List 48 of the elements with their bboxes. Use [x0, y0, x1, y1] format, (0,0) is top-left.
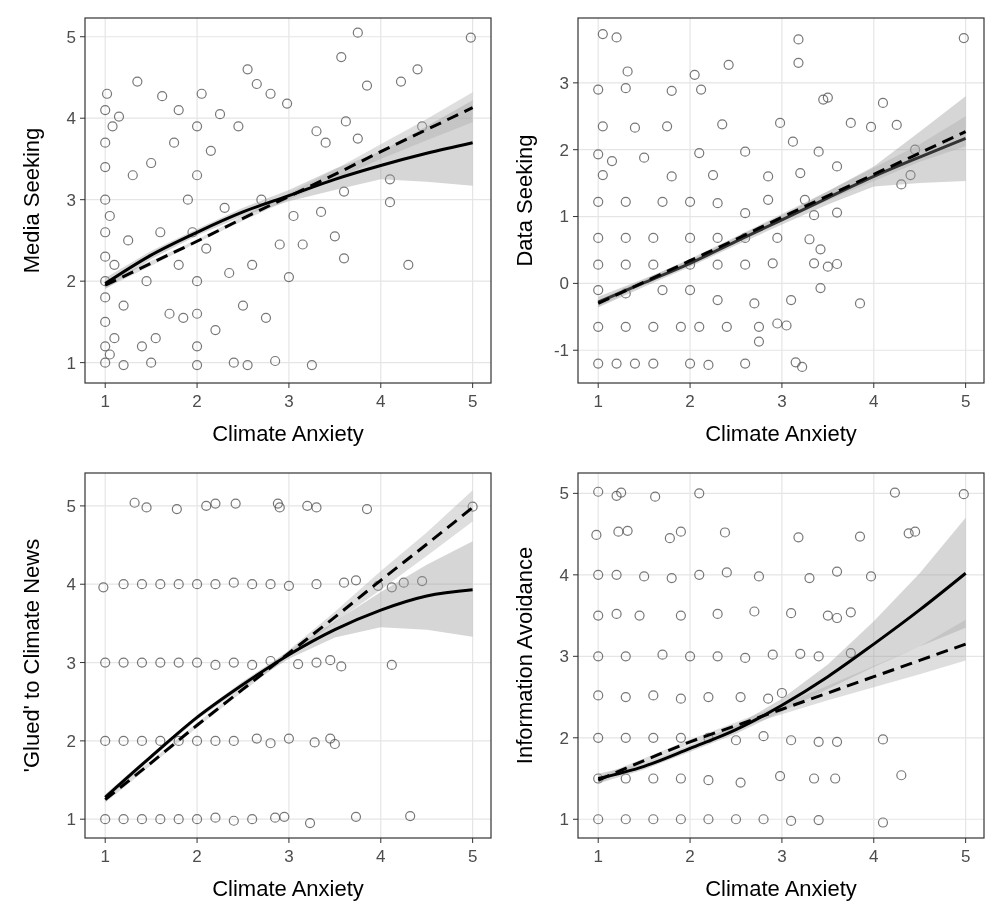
y-tick-label: 2 — [559, 140, 569, 160]
x-axis-title: Climate Anxiety — [212, 876, 364, 901]
y-tick-label: 5 — [66, 27, 76, 47]
y-axis-title: 'Glued' to Climate News — [19, 538, 44, 773]
y-tick-label: 2 — [66, 731, 76, 751]
x-tick-label: 4 — [869, 847, 879, 866]
x-tick-label: 5 — [467, 392, 478, 411]
x-tick-label: 5 — [467, 847, 478, 866]
x-axis-title: Climate Anxiety — [705, 876, 857, 901]
x-tick-label: 3 — [284, 392, 294, 411]
y-tick-label: 1 — [559, 207, 569, 227]
x-tick-label: 2 — [685, 392, 695, 411]
x-tick-label: 2 — [685, 847, 695, 866]
y-tick-label: -1 — [553, 341, 569, 361]
y-tick-label: 1 — [559, 810, 569, 830]
y-tick-label: 4 — [66, 575, 76, 595]
x-tick-label: 1 — [593, 847, 603, 866]
x-tick-label: 3 — [777, 392, 787, 411]
y-tick-label: 2 — [559, 728, 569, 748]
x-tick-label: 1 — [100, 392, 110, 411]
x-tick-label: 2 — [192, 392, 202, 411]
y-axis-title: Data Seeking — [512, 134, 537, 267]
x-tick-label: 4 — [376, 847, 386, 866]
x-tick-label: 3 — [284, 847, 294, 866]
y-tick-label: 3 — [559, 647, 569, 667]
y-tick-label: 4 — [559, 565, 569, 585]
x-axis-title: Climate Anxiety — [212, 421, 364, 446]
y-tick-label: 2 — [66, 272, 76, 292]
x-tick-label: 4 — [376, 392, 386, 411]
x-tick-label: 1 — [593, 392, 603, 411]
x-tick-label: 2 — [192, 847, 202, 866]
y-tick-label: 5 — [559, 484, 569, 504]
x-tick-label: 4 — [869, 392, 879, 411]
y-tick-label: 1 — [66, 810, 76, 830]
y-tick-label: 0 — [559, 274, 569, 294]
y-tick-label: 3 — [66, 190, 76, 210]
x-tick-label: 5 — [960, 392, 971, 411]
y-tick-label: 1 — [66, 353, 76, 373]
x-tick-label: 1 — [100, 847, 110, 866]
y-axis-title: Media Seeking — [19, 127, 44, 274]
y-axis-title: Information Avoidance — [512, 546, 537, 765]
x-tick-label: 3 — [777, 847, 787, 866]
x-axis-title: Climate Anxiety — [705, 421, 857, 446]
y-tick-label: 4 — [66, 109, 76, 129]
y-tick-label: 3 — [66, 653, 76, 673]
y-tick-label: 3 — [559, 73, 569, 93]
y-tick-label: 5 — [66, 496, 76, 516]
x-tick-label: 5 — [960, 847, 971, 866]
